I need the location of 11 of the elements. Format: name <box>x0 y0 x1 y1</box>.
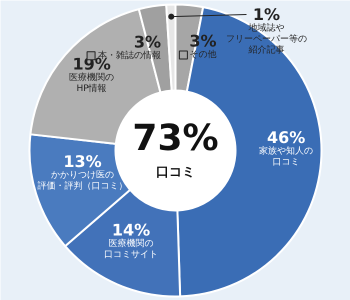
slice-label: 医療機関の口コミサイト <box>104 238 158 260</box>
text: 73% <box>132 118 219 159</box>
slice-label: 医療機関のHP情報 <box>69 72 114 94</box>
data-label: 13% <box>63 152 102 171</box>
legend-label: その他 <box>189 48 216 60</box>
data-label: 14% <box>112 220 150 240</box>
data-label: 1% <box>252 5 280 24</box>
slice-label: 家族や知人の口コミ <box>259 145 314 168</box>
slice-label: かかりつけ医の評価・評判（口コミ） <box>38 169 128 192</box>
data-label: 46% <box>267 128 306 147</box>
text: 口コミ <box>156 165 195 180</box>
